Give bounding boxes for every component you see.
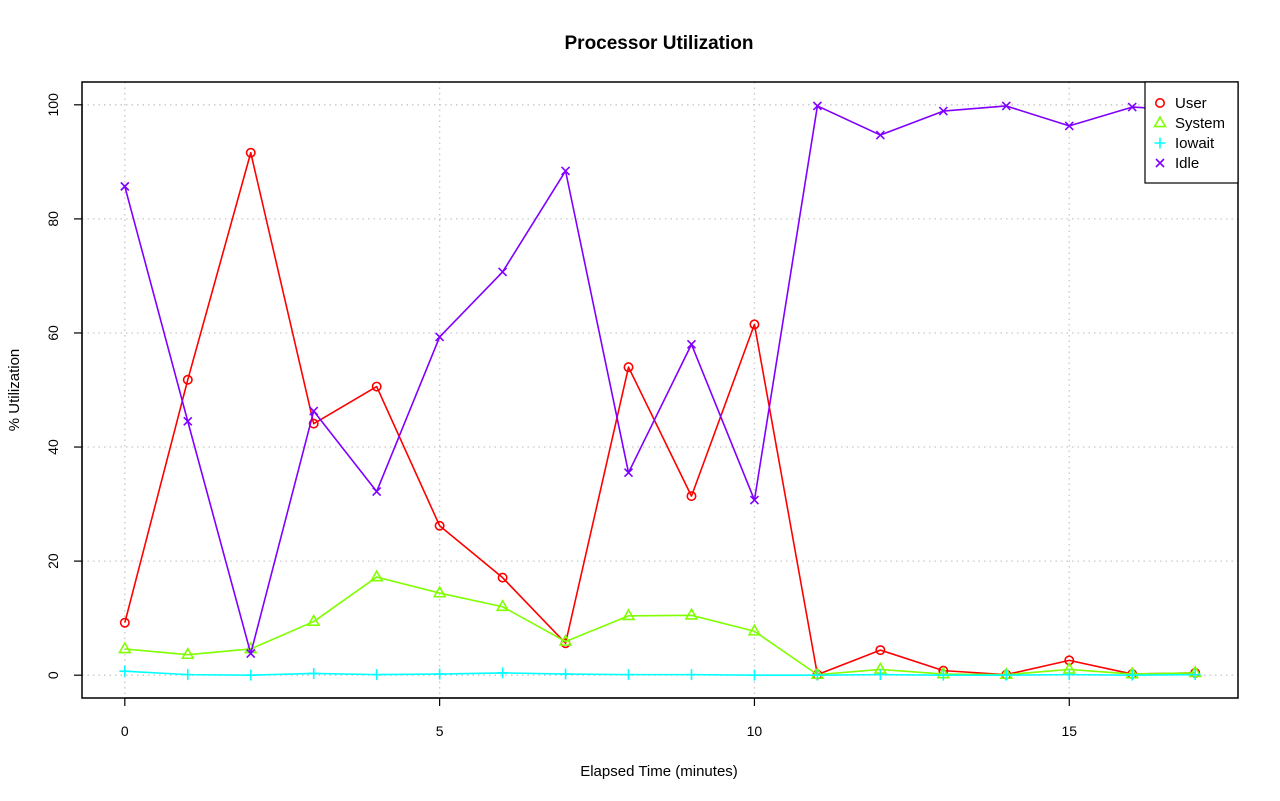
data-point-iowait: [1063, 669, 1075, 681]
y-tick-label: 40: [45, 439, 61, 455]
data-point-iowait: [937, 669, 949, 681]
data-point-iowait: [811, 669, 823, 681]
data-point-iowait: [623, 669, 635, 681]
data-point-iowait: [685, 669, 697, 681]
data-point-iowait: [182, 669, 194, 681]
series-layer: [118, 101, 1202, 681]
data-point-iowait: [1000, 669, 1012, 681]
legend-marker-iowait: [1154, 137, 1166, 149]
data-point-user: [371, 381, 382, 392]
data-point-idle: [938, 106, 948, 116]
data-point-iowait: [560, 668, 572, 680]
data-point-iowait: [1189, 669, 1201, 681]
data-point-user: [623, 362, 634, 373]
data-point-system: [118, 641, 132, 654]
data-point-idle: [560, 166, 571, 176]
data-point-iowait: [434, 668, 446, 680]
data-point-system: [495, 599, 510, 612]
data-point-idle: [812, 101, 822, 111]
y-axis-title: % Utilization: [6, 349, 23, 432]
data-point-system: [181, 647, 195, 660]
data-point-user: [686, 491, 697, 502]
data-point-system: [432, 585, 447, 598]
data-point-system: [621, 608, 636, 621]
y-tick-label: 60: [45, 325, 61, 341]
data-point-idle: [372, 486, 382, 497]
x-tick-label: 5: [436, 723, 444, 739]
data-point-user: [182, 374, 193, 385]
data-point-iowait: [497, 667, 509, 679]
legend: User System Iowait Idle: [1144, 81, 1239, 184]
data-point-idle: [498, 267, 508, 277]
data-point-iowait: [371, 669, 383, 681]
legend-label-iowait: Iowait: [1175, 135, 1215, 152]
legend-marker-system: [1153, 115, 1167, 128]
data-point-iowait: [748, 669, 760, 681]
data-point-system: [306, 613, 321, 626]
series-line-user: [124, 151, 1196, 676]
data-point-system: [747, 623, 762, 636]
series-line-idle: [124, 105, 1196, 655]
series-user: [119, 147, 1201, 680]
data-point-user: [245, 147, 256, 158]
data-point-idle: [875, 130, 885, 140]
legend-label-idle: Idle: [1175, 155, 1199, 172]
y-tick-label: 80: [45, 211, 61, 227]
data-point-idle: [183, 416, 193, 426]
data-point-idle: [120, 181, 130, 191]
series-idle: [120, 101, 1200, 659]
y-tick-label: 0: [45, 671, 61, 679]
y-axis: 0 20 40 60 80 100: [45, 93, 83, 679]
legend-marker-user: [1155, 98, 1166, 109]
data-point-idle: [1001, 101, 1011, 111]
data-point-iowait: [1126, 669, 1138, 681]
x-tick-label: 15: [1061, 723, 1077, 739]
data-point-iowait: [119, 665, 131, 677]
data-point-iowait: [874, 669, 886, 681]
data-point-user: [749, 319, 760, 330]
series-line-iowait: [124, 670, 1196, 676]
data-point-user: [434, 520, 445, 531]
data-point-user: [875, 645, 886, 656]
y-tick-label: 100: [45, 93, 61, 117]
series-line-system: [124, 576, 1196, 676]
data-point-idle: [749, 495, 760, 505]
x-tick-label: 0: [121, 723, 129, 739]
x-axis: 0 5 10 15: [121, 697, 1077, 739]
data-point-idle: [435, 332, 445, 342]
data-point-user: [497, 572, 508, 583]
data-point-system: [684, 607, 699, 620]
data-point-idle: [309, 406, 319, 416]
x-axis-title: Elapsed Time (minutes): [580, 763, 738, 780]
data-point-user: [308, 418, 319, 429]
data-point-idle: [1127, 102, 1137, 112]
data-point-idle: [246, 648, 256, 659]
chart-title: Processor Utilization: [565, 33, 754, 54]
y-tick-label: 20: [45, 553, 61, 569]
legend-label-system: System: [1175, 115, 1225, 132]
x-tick-label: 10: [747, 723, 763, 739]
series-iowait: [119, 665, 1201, 681]
data-point-idle: [623, 468, 634, 478]
data-point-iowait: [245, 669, 257, 681]
data-point-iowait: [308, 667, 320, 679]
data-point-system: [369, 569, 384, 582]
data-point-idle: [686, 339, 697, 349]
data-point-idle: [1064, 121, 1074, 131]
legend-label-user: User: [1175, 95, 1207, 112]
data-point-system: [558, 633, 573, 646]
legend-marker-idle: [1155, 158, 1165, 168]
data-point-user: [119, 617, 130, 628]
